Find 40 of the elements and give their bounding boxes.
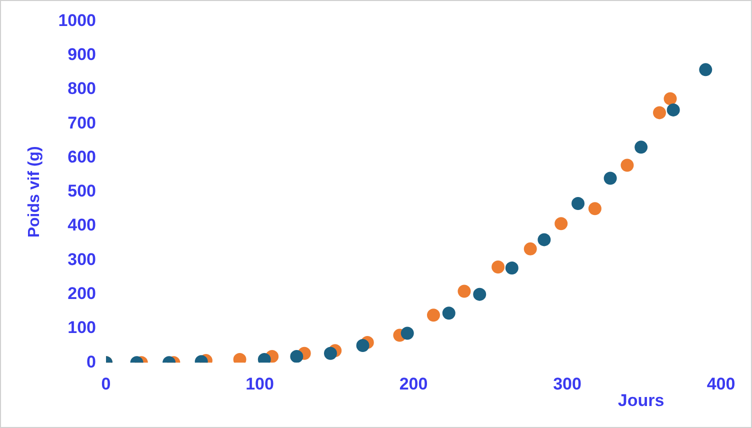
y-tick-label: 700 — [68, 113, 96, 132]
point — [666, 103, 680, 116]
x-tick-label: 0 — [101, 374, 111, 394]
y-tick-label: 100 — [68, 318, 96, 338]
point — [634, 140, 648, 154]
point — [524, 242, 537, 256]
y-tick-label: 800 — [68, 79, 96, 98]
x-tick-label: 200 — [399, 374, 428, 394]
point — [588, 202, 602, 216]
point — [505, 262, 518, 275]
point — [458, 284, 471, 298]
point — [538, 233, 551, 246]
x-tick-label: 300 — [553, 374, 582, 394]
y-tick-label: 0 — [86, 352, 96, 372]
x-tick-label: 100 — [246, 374, 274, 394]
point — [572, 197, 585, 210]
x-tick-label: 400 — [706, 374, 736, 394]
y-axis-title: Poids vif (g) — [26, 146, 44, 238]
point — [356, 339, 370, 352]
point — [699, 63, 712, 76]
point — [442, 306, 456, 320]
point — [473, 288, 486, 301]
point — [400, 326, 414, 340]
point — [324, 346, 337, 360]
point — [653, 106, 666, 120]
y-tick-label: 600 — [68, 147, 96, 166]
y-tick-label: 200 — [68, 284, 96, 304]
y-tick-label: 300 — [68, 250, 96, 269]
point — [554, 217, 568, 230]
point — [492, 260, 505, 274]
point — [426, 308, 440, 322]
point — [664, 92, 677, 106]
y-tick-label: 400 — [68, 216, 96, 235]
point — [290, 350, 304, 363]
x-axis-title: Jours — [618, 391, 664, 410]
point — [604, 172, 617, 185]
point — [620, 158, 634, 172]
y-tick-label: 500 — [68, 182, 96, 201]
y-tick-label: 1000 — [58, 10, 96, 30]
y-tick-label: 900 — [68, 45, 96, 64]
